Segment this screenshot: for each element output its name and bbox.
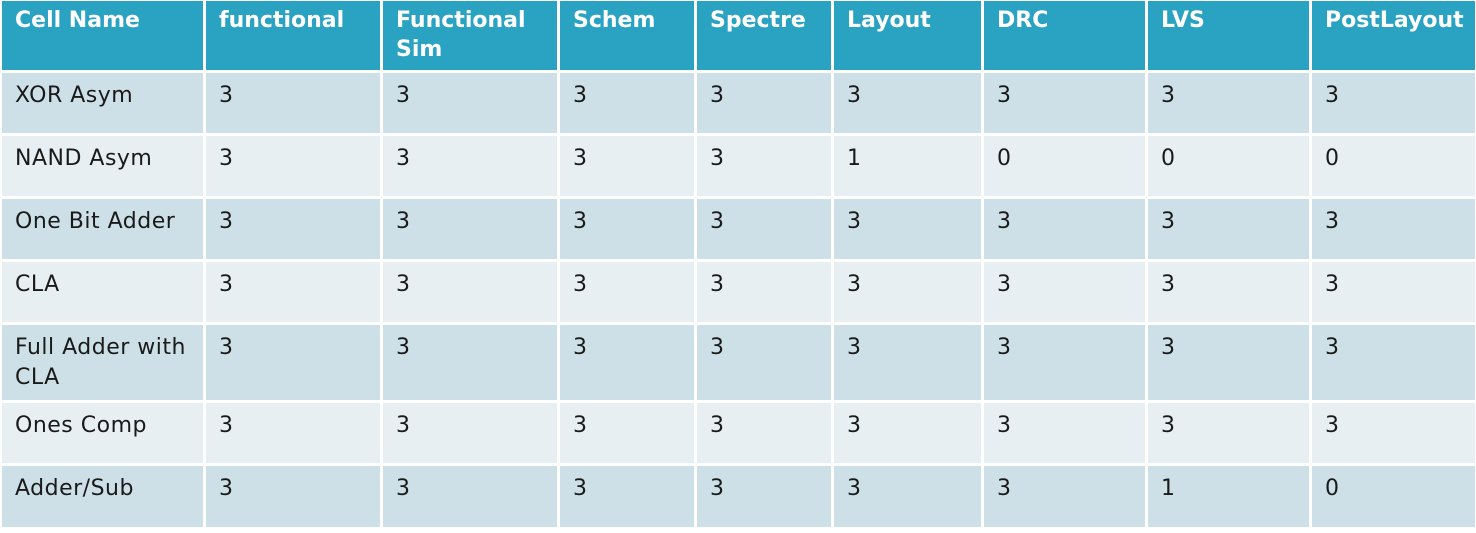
table-cell: 3 [834,73,984,136]
table-cell: 3 [1148,325,1312,403]
table-cell: XOR Asym [2,73,206,136]
table-cell: 3 [697,262,834,325]
table-cell: One Bit Adder [2,199,206,262]
table-cell: 3 [697,73,834,136]
header-functional-sim: Functional Sim [383,1,560,73]
table-row: Adder/Sub 3 3 3 3 3 3 1 0 [2,466,1475,527]
table-cell: 3 [697,199,834,262]
table-cell: 3 [1148,403,1312,466]
table-cell: 3 [697,466,834,527]
header-functional: functional [206,1,383,73]
table-cell: 3 [834,199,984,262]
table-cell: 3 [1148,262,1312,325]
table-cell: 3 [984,73,1148,136]
table-cell: 3 [206,262,383,325]
table-cell: 3 [984,262,1148,325]
table-cell: Full Adder with CLA [2,325,206,403]
table-cell: 3 [383,262,560,325]
table-cell: 3 [1312,325,1475,403]
table-cell: 3 [560,325,697,403]
table-cell: 3 [834,466,984,527]
table-cell: 0 [1312,466,1475,527]
table-cell: 3 [206,466,383,527]
table-cell: 3 [206,199,383,262]
table-cell: 3 [834,325,984,403]
table-row: XOR Asym 3 3 3 3 3 3 3 3 [2,73,1475,136]
table-cell: 0 [1312,136,1475,199]
table-cell: 3 [984,466,1148,527]
table-cell: 3 [984,325,1148,403]
table-cell: 3 [206,136,383,199]
header-postlayout: PostLayout [1312,1,1475,73]
table-header-row: Cell Name functional Functional Sim Sche… [2,1,1475,73]
table-row: Full Adder with CLA 3 3 3 3 3 3 3 3 [2,325,1475,403]
table-cell: 3 [383,325,560,403]
table-row: One Bit Adder 3 3 3 3 3 3 3 3 [2,199,1475,262]
table-cell: 3 [560,466,697,527]
table-cell: NAND Asym [2,136,206,199]
table-cell: 3 [984,403,1148,466]
table-cell: 3 [697,136,834,199]
table-cell: 3 [1312,403,1475,466]
table-cell: 3 [383,466,560,527]
table-cell: 3 [984,199,1148,262]
header-schem: Schem [560,1,697,73]
table-cell: 3 [697,403,834,466]
table-cell: 3 [1312,262,1475,325]
table-cell: 3 [1312,199,1475,262]
table-cell: 3 [383,136,560,199]
table-cell: 3 [697,325,834,403]
table-cell: 3 [560,262,697,325]
header-layout: Layout [834,1,984,73]
table-cell: 3 [206,403,383,466]
table-cell: 3 [834,403,984,466]
table-cell: Ones Comp [2,403,206,466]
header-cell-name: Cell Name [2,1,206,73]
table-cell: 3 [383,199,560,262]
table-cell: 3 [1148,199,1312,262]
table-cell: 0 [1148,136,1312,199]
table-row: Ones Comp 3 3 3 3 3 3 3 3 [2,403,1475,466]
table-cell: 3 [1312,73,1475,136]
table-cell: CLA [2,262,206,325]
table-cell: 3 [560,136,697,199]
header-lvs: LVS [1148,1,1312,73]
table-cell: 3 [206,73,383,136]
table-row: NAND Asym 3 3 3 3 1 0 0 0 [2,136,1475,199]
table-cell: 3 [834,262,984,325]
table-cell: 3 [560,199,697,262]
header-drc: DRC [984,1,1148,73]
table-cell: 3 [383,73,560,136]
table-cell: 3 [560,73,697,136]
table-cell: 3 [206,325,383,403]
table-cell: 3 [1148,73,1312,136]
table-row: CLA 3 3 3 3 3 3 3 3 [2,262,1475,325]
table-cell: 1 [834,136,984,199]
table-cell: 0 [984,136,1148,199]
table-cell: 1 [1148,466,1312,527]
header-spectre: Spectre [697,1,834,73]
table-cell: 3 [560,403,697,466]
table-cell: Adder/Sub [2,466,206,527]
table-cell: 3 [383,403,560,466]
